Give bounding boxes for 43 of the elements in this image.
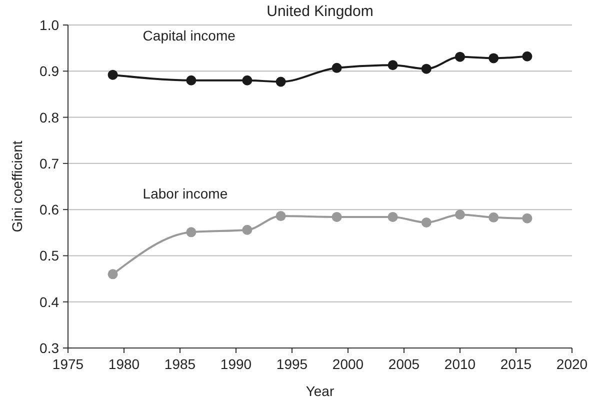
x-tick-label: 2010: [444, 356, 476, 372]
point: [186, 75, 196, 86]
point: [388, 60, 398, 70]
point: [522, 51, 532, 62]
x-tick-label: 1980: [108, 356, 140, 372]
point: [186, 227, 196, 238]
y-tick-label: 0.8: [40, 109, 60, 126]
point: [242, 224, 252, 235]
x-tick-label: 1990: [220, 356, 252, 372]
chart-title: United Kingdom: [266, 3, 374, 20]
point: [332, 62, 342, 73]
point: [332, 212, 342, 222]
point: [276, 211, 286, 222]
x-tick-label: 2000: [332, 356, 364, 372]
y-tick-label: 0.7: [40, 155, 60, 172]
y-tick-label: 0.5: [40, 248, 60, 264]
point: [488, 53, 499, 64]
x-tick-label: 1985: [164, 356, 196, 372]
point: [108, 70, 118, 80]
point: [276, 76, 286, 87]
text: Capital income: [142, 27, 236, 44]
y-axis-title: Gini coefficient: [9, 140, 25, 232]
y-tick-label: 0.4: [40, 294, 60, 310]
x-tick-label: 2005: [388, 356, 420, 372]
point: [388, 212, 398, 222]
point: [522, 213, 532, 224]
x-tick-label: 2015: [500, 356, 532, 372]
text: Labor income: [142, 186, 228, 202]
point: [421, 217, 432, 228]
point: [455, 52, 465, 62]
y-tick-label: 0.3: [40, 340, 60, 356]
point: [488, 212, 499, 222]
x-tick-label: 2020: [556, 356, 588, 372]
point: [421, 64, 432, 74]
point: [455, 210, 465, 220]
y-tick-label: 0.6: [40, 202, 60, 218]
x-tick-label: 1975: [52, 356, 84, 372]
point: [108, 269, 118, 280]
y-tick-label: 0.9: [40, 63, 60, 80]
y-tick-label: 1.0: [40, 17, 60, 33]
x-axis-title: Year: [306, 383, 334, 399]
x-tick-label: 1995: [276, 356, 308, 372]
point: [242, 75, 252, 86]
